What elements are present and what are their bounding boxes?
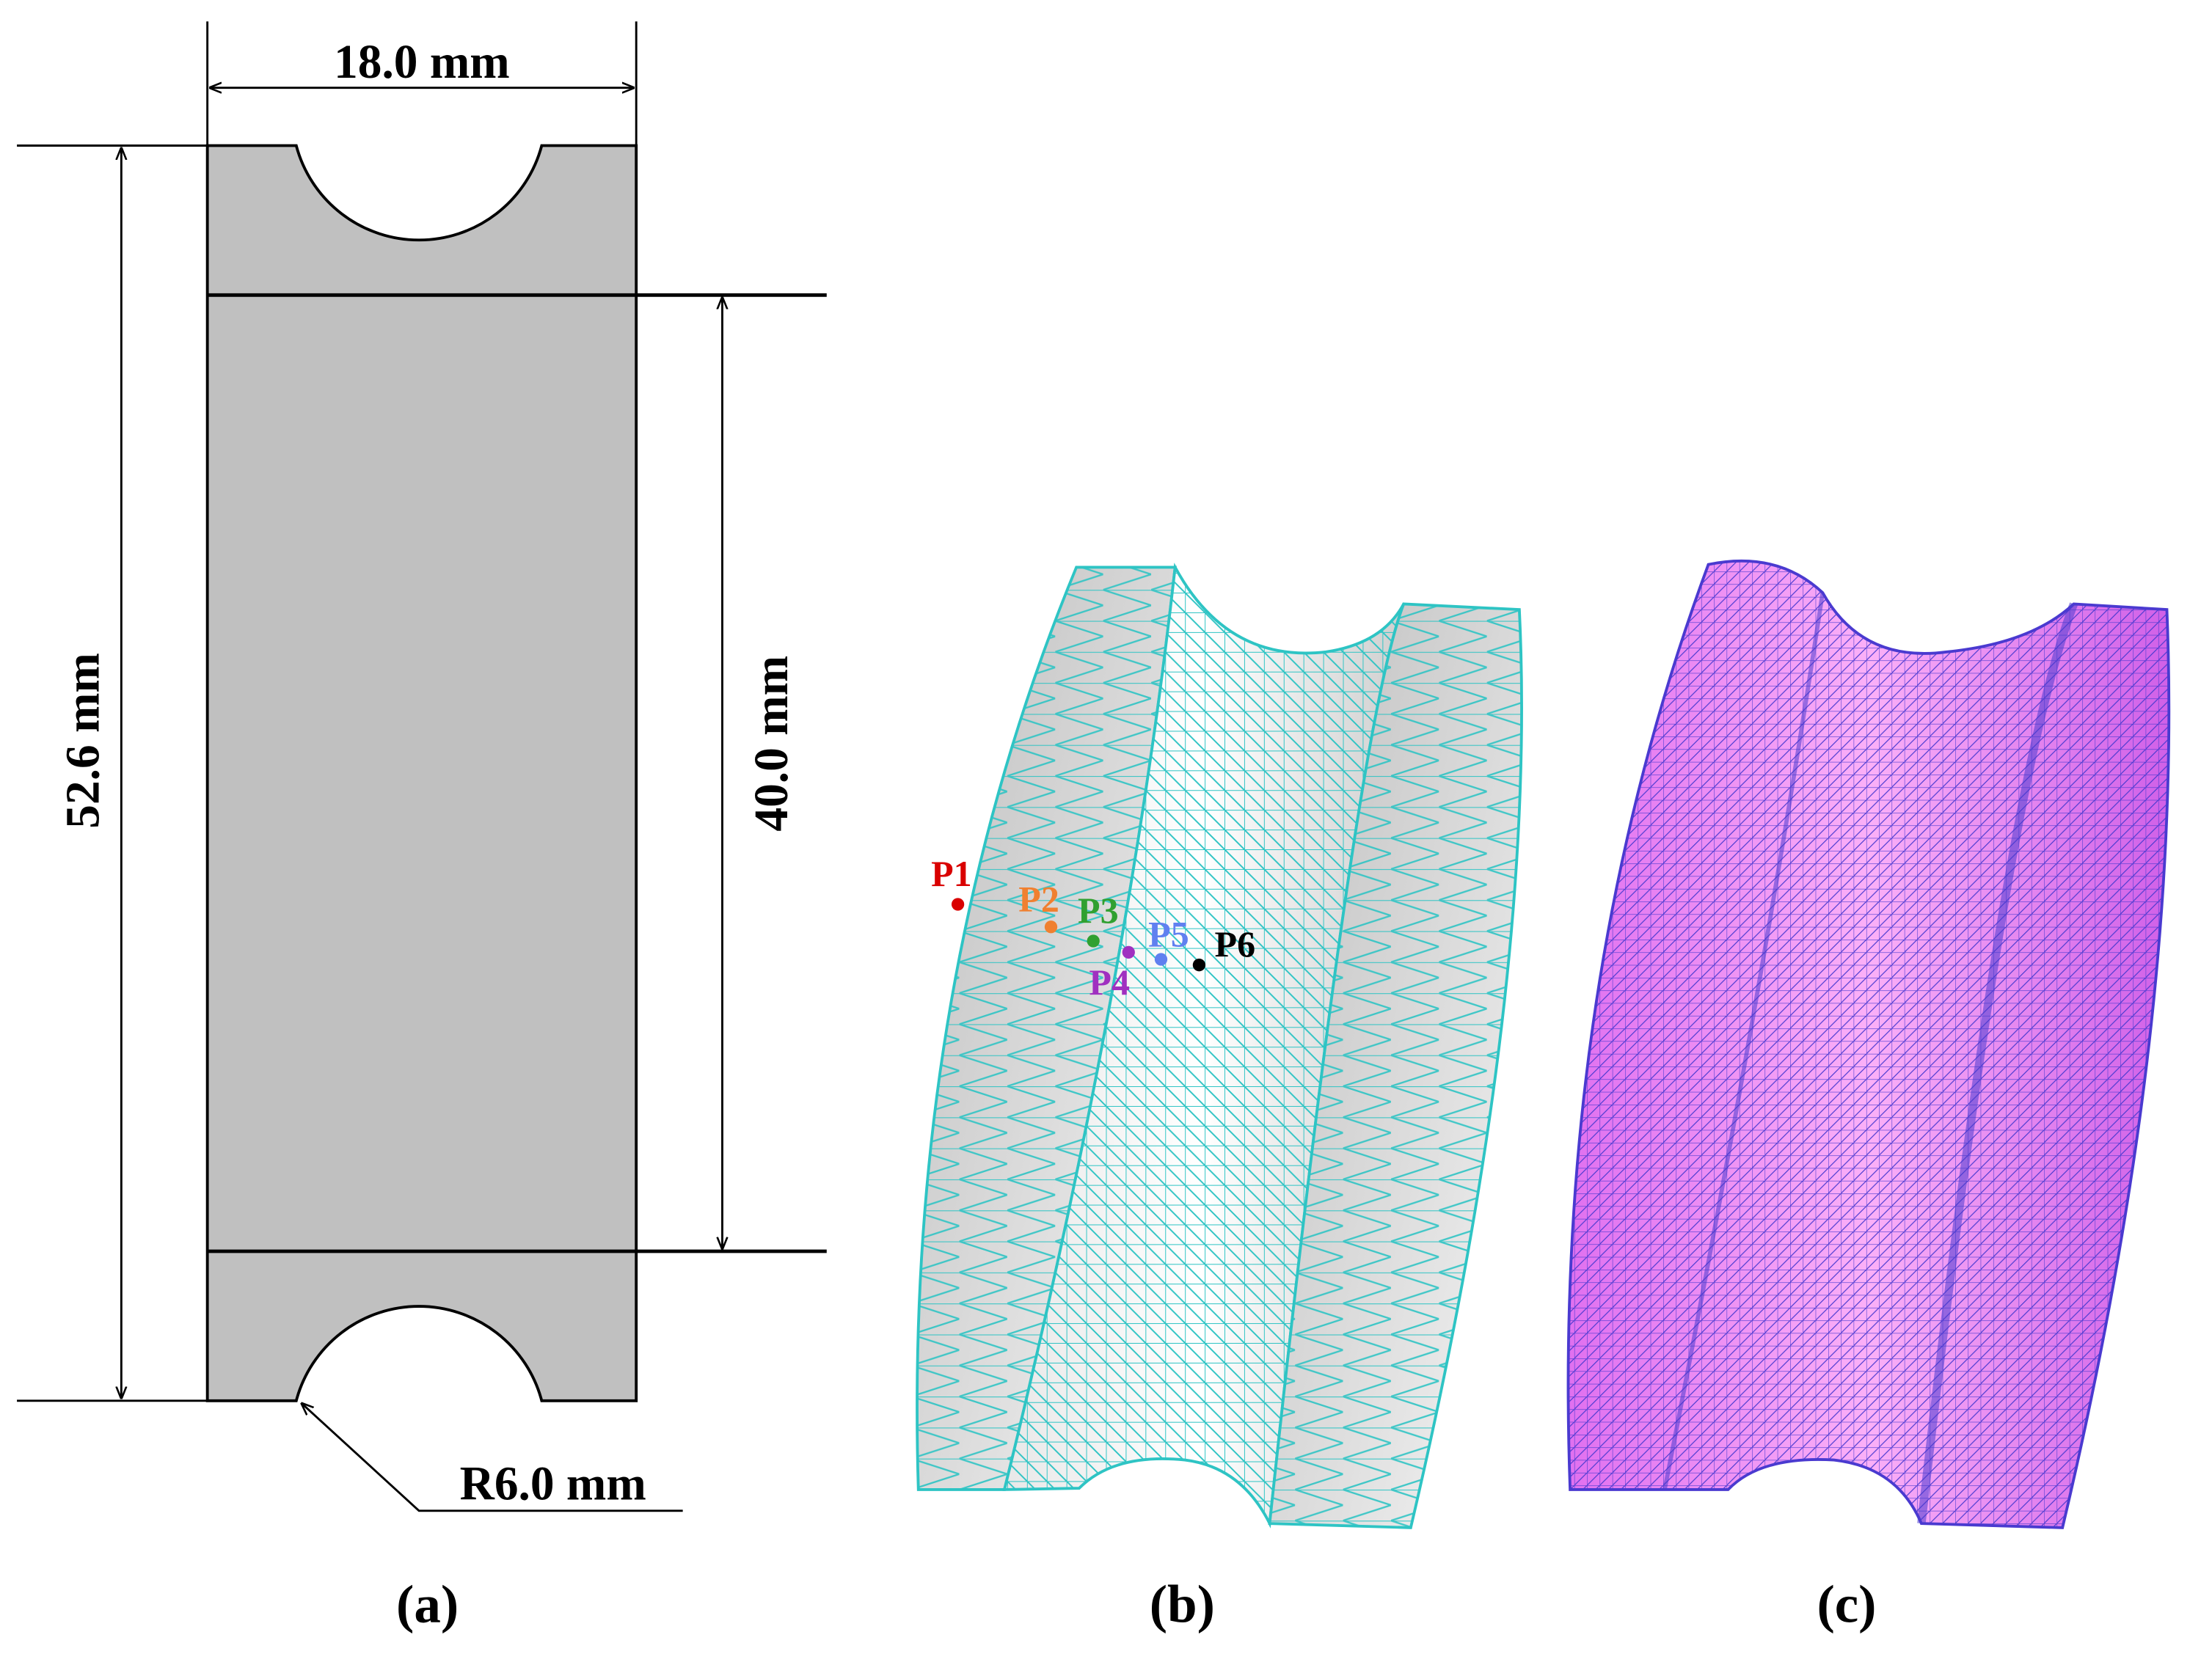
point-p3-label: P3 xyxy=(1078,890,1119,931)
panel-c-refined-mesh: (c) xyxy=(1566,559,2171,1634)
point-p6-label: P6 xyxy=(1215,923,1256,964)
specimen-outline xyxy=(205,144,638,1402)
point-p5-label: P5 xyxy=(1148,914,1189,955)
refined-mesh-overlay xyxy=(1568,560,2169,1528)
gauge-length-label: 40.0 mm xyxy=(745,656,798,832)
point-p1-marker xyxy=(951,898,965,911)
point-p5-marker xyxy=(1154,953,1168,966)
point-p3-marker xyxy=(1087,934,1100,948)
groove-mesh xyxy=(1004,567,1404,1524)
refined-mesh-edge-left xyxy=(1662,592,1825,1490)
point-p6-marker xyxy=(1192,959,1206,972)
caption-c: (c) xyxy=(1817,1575,1876,1634)
radius-label: R6.0 mm xyxy=(460,1457,646,1510)
point-p4-marker xyxy=(1122,945,1135,959)
radius-leader-line xyxy=(302,1404,683,1512)
point-p2-label: P2 xyxy=(1018,879,1059,920)
panel-b-mesh-model: P1 P2 P3 P4 P5 P6 (b) xyxy=(916,563,1523,1634)
point-p1-label: P1 xyxy=(931,853,972,894)
point-p4-label: P4 xyxy=(1089,962,1130,1003)
caption-b: (b) xyxy=(1150,1575,1215,1634)
total-height-label: 52.6 mm xyxy=(57,653,110,829)
refined-mesh-edge-right xyxy=(1917,602,2078,1524)
width-label: 18.0 mm xyxy=(334,36,510,89)
left-flange-mesh xyxy=(917,567,1175,1490)
point-p2-marker xyxy=(1044,920,1058,934)
panel-a-drawing: 18.0 mm 52.6 mm 40.0 mm R6.0 mm (a) xyxy=(17,21,827,1634)
right-flange-mesh xyxy=(1269,604,1522,1528)
caption-a: (a) xyxy=(396,1575,459,1634)
